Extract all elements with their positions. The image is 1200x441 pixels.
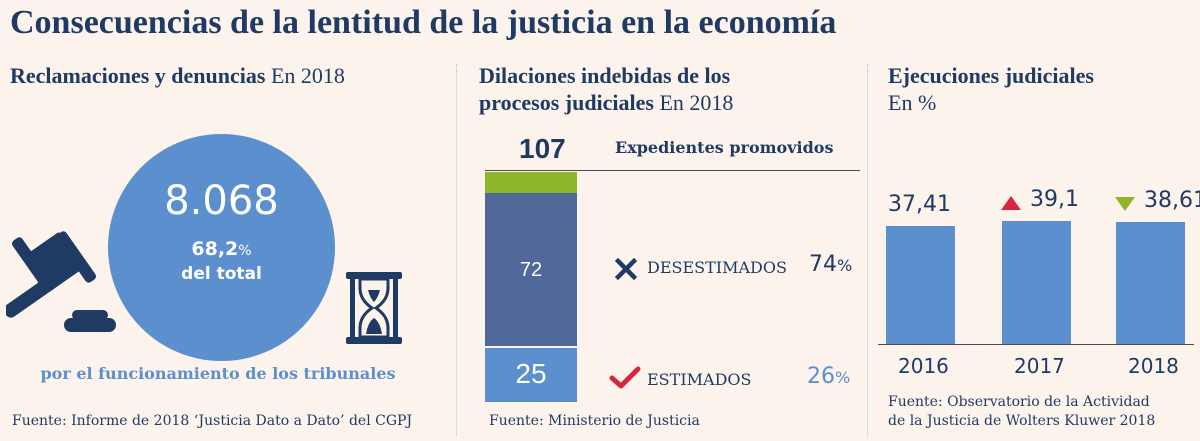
panel-heading: Ejecuciones judiciales En %: [888, 62, 1094, 116]
trend-up-icon: [1001, 195, 1021, 210]
heading-sub: En 2018: [659, 90, 734, 115]
heading-main: Reclamaciones y denuncias: [10, 63, 266, 88]
segment-other: [485, 172, 577, 194]
rejected-percent-value: 74: [809, 252, 837, 277]
source-note: Fuente: Informe de 2018 ‘Justicia Dato a…: [12, 413, 413, 429]
bar-value-label: 38,61: [1144, 188, 1200, 214]
panel-heading: Reclamaciones y denuncias En 2018: [10, 62, 345, 89]
total-rule: [485, 170, 860, 171]
claims-percent: 68,2%: [108, 238, 335, 260]
claims-of-total: del total: [181, 264, 262, 284]
percent-sign: %: [238, 243, 252, 259]
hourglass-icon: [346, 272, 402, 344]
page-title: Consecuencias de la lentitud de la justi…: [10, 4, 837, 41]
claims-circle: 8.068 68,2% del total: [108, 134, 335, 361]
panel-claims: Reclamaciones y denuncias En 2018 8.068 …: [0, 60, 456, 441]
total-label: Expedientes promovidos: [615, 138, 834, 157]
heading-sub: En 2018: [270, 63, 345, 88]
source-note: Fuente: Observatorio de la Actividad de …: [888, 393, 1155, 431]
panel-delays: Dilaciones indebidas de los procesos jud…: [457, 60, 867, 441]
heading-main-line2: procesos judiciales: [479, 90, 654, 115]
segment-rejected: [485, 193, 577, 347]
divider: [456, 64, 457, 436]
cross-icon: [615, 258, 637, 280]
heading-sub: En %: [888, 90, 937, 115]
source-note: Fuente: Ministerio de Justicia: [489, 413, 700, 429]
accepted-percent: 26%: [807, 364, 850, 389]
segment-accepted: [485, 348, 577, 402]
bar-value-label: 37,41: [888, 192, 951, 218]
claims-caption: por el funcionamiento de los tribunales: [40, 364, 396, 383]
source-line: Fuente: Observatorio de la Actividad: [888, 394, 1150, 410]
heading-main-line1: Dilaciones indebidas de los: [479, 63, 731, 88]
claims-percent-value: 68,2: [191, 238, 239, 260]
rejected-percent: 74%: [809, 252, 852, 277]
year-label: 2016: [898, 354, 949, 378]
divider: [867, 64, 868, 436]
claims-total: 8.068: [164, 178, 279, 224]
percent-sign: %: [837, 256, 853, 275]
rejected-label: DESESTIMADOS: [647, 258, 787, 277]
bar-2016: [886, 226, 955, 344]
bar-2017: [1002, 220, 1071, 344]
total-value: 107: [519, 133, 566, 164]
trend-down-icon: [1115, 197, 1135, 212]
accepted-percent-value: 26: [807, 364, 835, 389]
accepted-value: 25: [515, 358, 547, 390]
panel-heading: Dilaciones indebidas de los procesos jud…: [479, 62, 733, 116]
year-label: 2017: [1014, 354, 1065, 378]
gavel-icon: [6, 231, 116, 332]
source-line: de la Justicia de Wolters Kluwer 2018: [888, 413, 1156, 429]
rejected-value: 72: [519, 258, 543, 281]
bar-2018: [1116, 222, 1185, 344]
check-icon: [609, 366, 641, 389]
x-axis: [878, 344, 1194, 345]
accepted-label: ESTIMADOS: [647, 370, 752, 389]
panel-executions: Ejecuciones judiciales En % 37,41 2016 39,…: [868, 60, 1200, 441]
bar-value-label: 39,1: [1030, 186, 1079, 212]
percent-sign: %: [835, 368, 851, 387]
year-label: 2018: [1128, 354, 1179, 378]
heading-main: Ejecuciones judiciales: [888, 63, 1094, 88]
